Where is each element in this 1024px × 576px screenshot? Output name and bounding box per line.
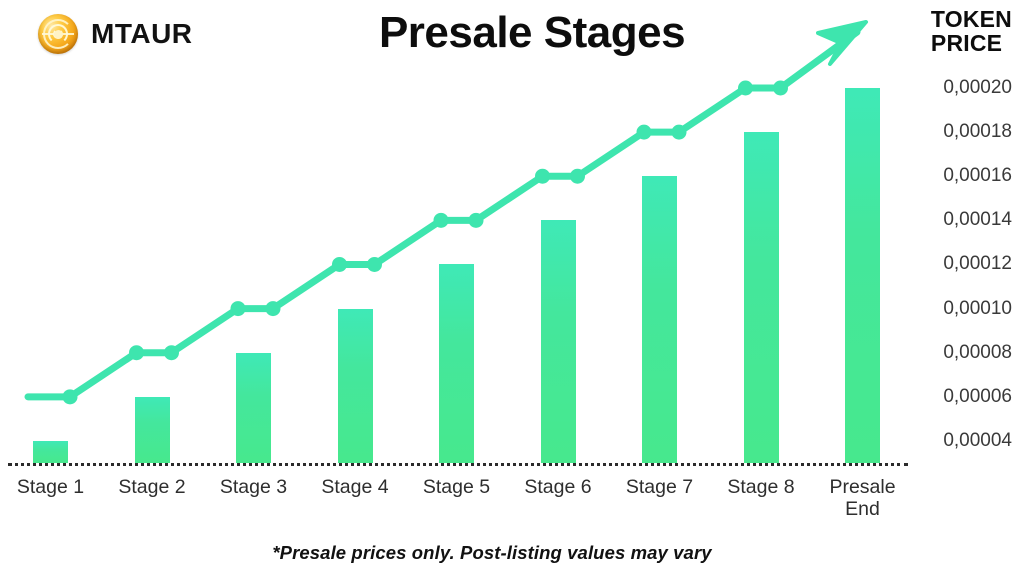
y-axis-tick: 0,00018 xyxy=(943,121,1012,143)
x-axis-label-5: Stage 5 xyxy=(422,476,491,498)
y-axis-ticks: 0,00020 0,00018 0,00016 0,00014 0,00012 0,000… xyxy=(912,0,1024,576)
y-axis-tick: 0,00016 xyxy=(943,165,1012,187)
x-axis-label-2: Stage 2 xyxy=(118,476,186,498)
bar-1 xyxy=(33,440,68,463)
x-axis-label-9: Presale End xyxy=(829,476,896,521)
y-axis-tick: 0,00020 xyxy=(943,77,1012,98)
x-axis-label-8: Stage 8 xyxy=(727,476,795,498)
y-axis-tick: 0,00010 xyxy=(943,297,1012,319)
bar-2 xyxy=(134,396,170,463)
y-axis-tick: 0,00012 xyxy=(943,253,1012,275)
x-axis-baseline xyxy=(8,463,908,466)
y-axis-title: TOKEN PRICE xyxy=(930,6,1012,56)
y-axis-title-line2: PRICE xyxy=(930,29,1003,56)
footnote: *Presale prices only. Post-listing value… xyxy=(272,542,712,563)
y-axis-tick: 0,00006 xyxy=(943,385,1012,407)
x-axis-label-6: Stage 6 xyxy=(524,476,592,498)
x-axis-label-4: Stage 4 xyxy=(321,476,389,498)
y-axis-tick: 0,00004 xyxy=(943,429,1012,451)
x-axis-label-1: Stage 1 xyxy=(16,476,85,498)
x-axis-label-7: Stage 7 xyxy=(625,476,694,498)
y-axis-title-line1: TOKEN xyxy=(930,6,1012,32)
y-axis-tick: 0,00008 xyxy=(943,341,1012,363)
y-axis-tick: 0,00014 xyxy=(943,209,1012,231)
x-axis-label-3: Stage 3 xyxy=(219,476,288,498)
